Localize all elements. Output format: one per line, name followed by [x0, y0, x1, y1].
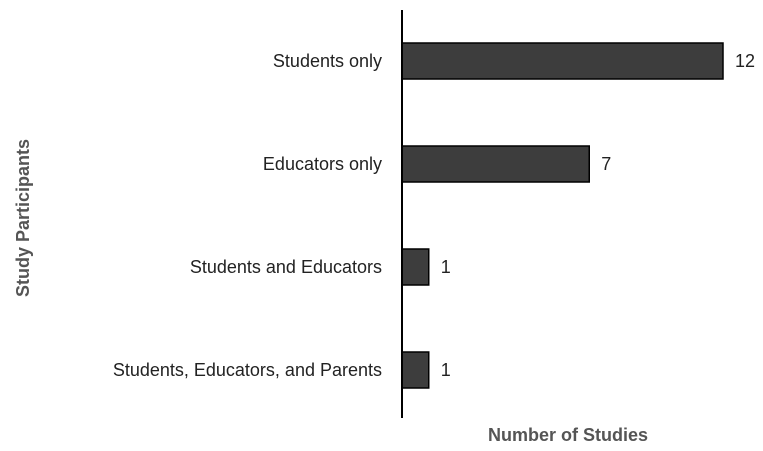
- data-label: 1: [441, 360, 451, 380]
- x-axis-title: Number of Studies: [488, 425, 648, 445]
- category-label: Students, Educators, and Parents: [113, 360, 382, 380]
- bar: [401, 248, 430, 286]
- data-label: 1: [441, 257, 451, 277]
- bar: [401, 351, 430, 389]
- category-label: Educators only: [263, 154, 382, 174]
- category-label: Students and Educators: [190, 257, 382, 277]
- bar: [401, 145, 590, 183]
- category-label: Students only: [273, 51, 382, 71]
- bar: [401, 42, 724, 80]
- y-axis-title: Study Participants: [13, 139, 33, 297]
- bars-layer: Students only 12 Educators only 7 Students a…: [113, 42, 755, 389]
- data-label: 12: [735, 51, 755, 71]
- data-label: 7: [601, 154, 611, 174]
